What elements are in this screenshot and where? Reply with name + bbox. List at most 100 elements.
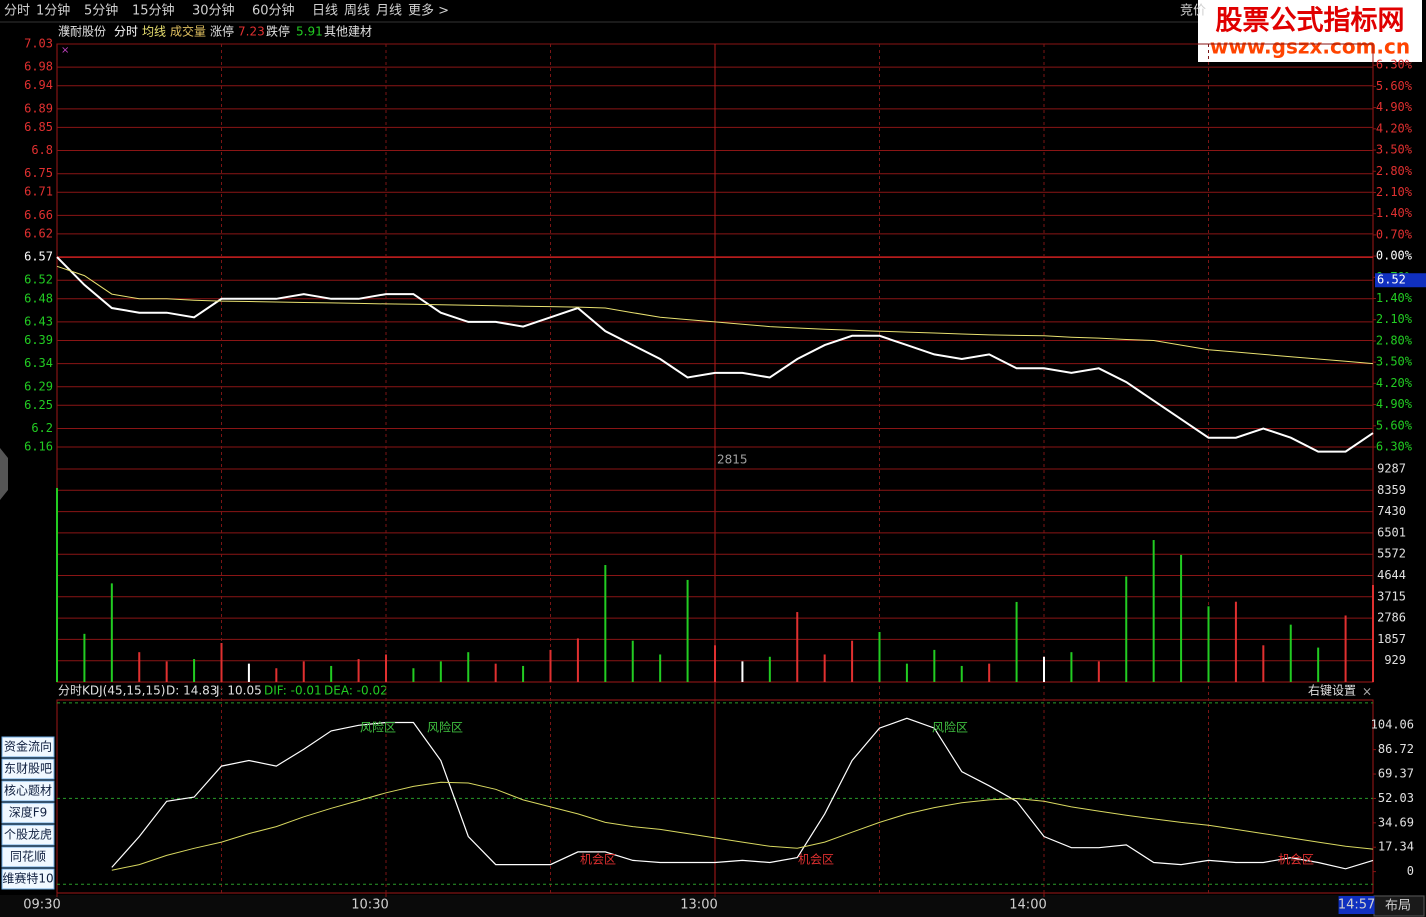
annotation: 2815 bbox=[717, 453, 748, 467]
zone-label: 机会区 bbox=[1278, 853, 1314, 867]
toolbar-tab[interactable]: 15分钟 bbox=[132, 3, 175, 19]
series-line bbox=[111, 781, 1374, 871]
y2-tick-label: 4.20% bbox=[1376, 121, 1413, 135]
kdj-dif: DIF: -0.01 bbox=[264, 684, 322, 698]
toolbar-tab[interactable]: 日线 bbox=[312, 4, 338, 19]
sidebar-button[interactable] bbox=[1, 736, 55, 758]
volume-bar bbox=[494, 663, 497, 682]
y-tick-label: 52.03 bbox=[1378, 791, 1414, 805]
y2-tick-label: 6.30% bbox=[1376, 58, 1413, 72]
y2-tick-label: 6.30% bbox=[1376, 440, 1413, 454]
volume-bar bbox=[412, 668, 415, 682]
x-tick-label: 13:00 bbox=[680, 898, 717, 913]
legend-volume: 成交量 bbox=[170, 24, 206, 39]
y2-tick-label: 0.70% bbox=[1376, 227, 1413, 241]
volume-bar bbox=[1234, 601, 1237, 682]
limit-down: 5.91 bbox=[296, 25, 323, 39]
settings-link[interactable]: 右键设置 bbox=[1308, 683, 1356, 698]
y2-tick-label: 5.60% bbox=[1376, 418, 1413, 432]
volume-bar bbox=[1180, 554, 1183, 682]
volume-bar bbox=[467, 652, 470, 682]
volume-bar bbox=[1262, 645, 1265, 682]
stock-name: 濮耐股份 bbox=[58, 24, 106, 39]
cursor-time: 14:57 bbox=[1338, 898, 1375, 913]
volume-bar bbox=[1289, 624, 1292, 682]
volume-bar bbox=[330, 665, 333, 682]
volume-bar bbox=[741, 661, 744, 682]
close-indicator[interactable]: × bbox=[1362, 685, 1372, 699]
sidebar-label[interactable]: 深度F9 bbox=[9, 805, 48, 820]
sidebar-button[interactable] bbox=[1, 846, 55, 868]
y-tick-label: 6.8 bbox=[31, 143, 53, 157]
kdj-j: J: 10.05 bbox=[215, 684, 262, 698]
volume-bar bbox=[604, 565, 607, 682]
y-tick-label: 6.39 bbox=[24, 333, 53, 347]
y2-tick-label: 2.80% bbox=[1376, 164, 1413, 178]
volume-bar bbox=[714, 645, 716, 682]
y-tick-label: 6.43 bbox=[24, 314, 53, 328]
sidebar-button[interactable] bbox=[1, 780, 55, 802]
toolbar-tab[interactable]: 月线 bbox=[376, 4, 402, 19]
limit-up-label: 涨停 bbox=[210, 24, 234, 39]
volume-bar bbox=[576, 638, 579, 682]
volume-bar bbox=[193, 659, 196, 682]
sidebar-label[interactable]: 个股龙虎 bbox=[4, 828, 52, 842]
sidebar-label[interactable]: 东财股吧 bbox=[4, 762, 52, 776]
sidebar-button[interactable] bbox=[1, 868, 55, 890]
volume-bar bbox=[1043, 656, 1045, 682]
y2-tick-label: 1.40% bbox=[1376, 206, 1413, 220]
y-tick-label: 6.25 bbox=[24, 398, 53, 412]
y2-tick-label: 4.20% bbox=[1376, 376, 1413, 390]
zone-label: 机会区 bbox=[580, 853, 616, 867]
toolbar-tab[interactable]: 更多 > bbox=[408, 3, 449, 19]
volume-bar bbox=[302, 661, 305, 682]
toolbar-tab[interactable]: 30分钟 bbox=[192, 3, 235, 19]
layout-label[interactable]: 布局 bbox=[1385, 899, 1411, 914]
y-tick-label: 6.85 bbox=[24, 120, 53, 134]
y-tick-label: 6.2 bbox=[31, 421, 53, 435]
cursor-value-box bbox=[1375, 273, 1426, 288]
sidebar-button[interactable] bbox=[1, 758, 55, 780]
toolbar-tab[interactable]: 周线 bbox=[344, 4, 370, 19]
y2-tick-label: 3.50% bbox=[1376, 143, 1413, 157]
y-tick-label: 6.89 bbox=[24, 101, 53, 115]
y2-tick-label: 2.10% bbox=[1376, 312, 1413, 326]
sidebar-button[interactable] bbox=[1, 802, 55, 824]
toolbar-tab[interactable]: 60分钟 bbox=[252, 3, 295, 19]
volume-bar bbox=[56, 487, 58, 682]
volume-bar bbox=[851, 640, 854, 682]
close-marker[interactable]: × bbox=[61, 45, 69, 56]
y2-tick-label: 2.80% bbox=[1376, 333, 1413, 347]
zone-label: 机会区 bbox=[798, 853, 834, 867]
y-tick-label: 34.69 bbox=[1378, 815, 1414, 829]
y-tick-label: 6.62 bbox=[24, 226, 53, 240]
sidebar-label[interactable]: 维赛特10 bbox=[2, 871, 53, 886]
edge-tab[interactable] bbox=[0, 448, 8, 500]
sidebar-label[interactable]: 核心题材 bbox=[4, 784, 52, 798]
sidebar-label[interactable]: 同花顺 bbox=[10, 849, 46, 864]
zone-label: 风险区 bbox=[360, 720, 396, 735]
cursor-value: 6.52 bbox=[1377, 273, 1406, 287]
volume-bar bbox=[1070, 652, 1073, 682]
y-tick-label: 7.03 bbox=[24, 37, 53, 51]
watermark-title: 股票公式指标网 bbox=[1216, 6, 1405, 37]
volume-bar bbox=[1344, 615, 1347, 682]
toolbar-tab[interactable]: 5分钟 bbox=[84, 3, 118, 19]
limit-down-label: 跌停 bbox=[266, 24, 290, 39]
toolbar-tab[interactable]: 分时 bbox=[4, 4, 30, 19]
y-tick-label: 6.29 bbox=[24, 379, 53, 393]
sidebar-label[interactable]: 资金流向 bbox=[4, 739, 52, 754]
y-tick-label: 6.75 bbox=[24, 166, 53, 180]
toolbar-right[interactable]: 竞价 bbox=[1180, 3, 1206, 19]
volume-bar bbox=[659, 654, 662, 682]
volume-bar bbox=[247, 663, 250, 682]
footer-bar bbox=[0, 895, 1426, 917]
sidebar-button[interactable] bbox=[1, 824, 55, 846]
toolbar-tab[interactable]: 1分钟 bbox=[36, 3, 70, 19]
y-tick-label: 6.94 bbox=[24, 78, 53, 92]
y-tick-label: 6.98 bbox=[24, 60, 53, 74]
y-tick-label: 5572 bbox=[1377, 547, 1406, 561]
y-tick-label: 86.72 bbox=[1378, 742, 1414, 756]
y-tick-label: 1857 bbox=[1377, 632, 1406, 646]
